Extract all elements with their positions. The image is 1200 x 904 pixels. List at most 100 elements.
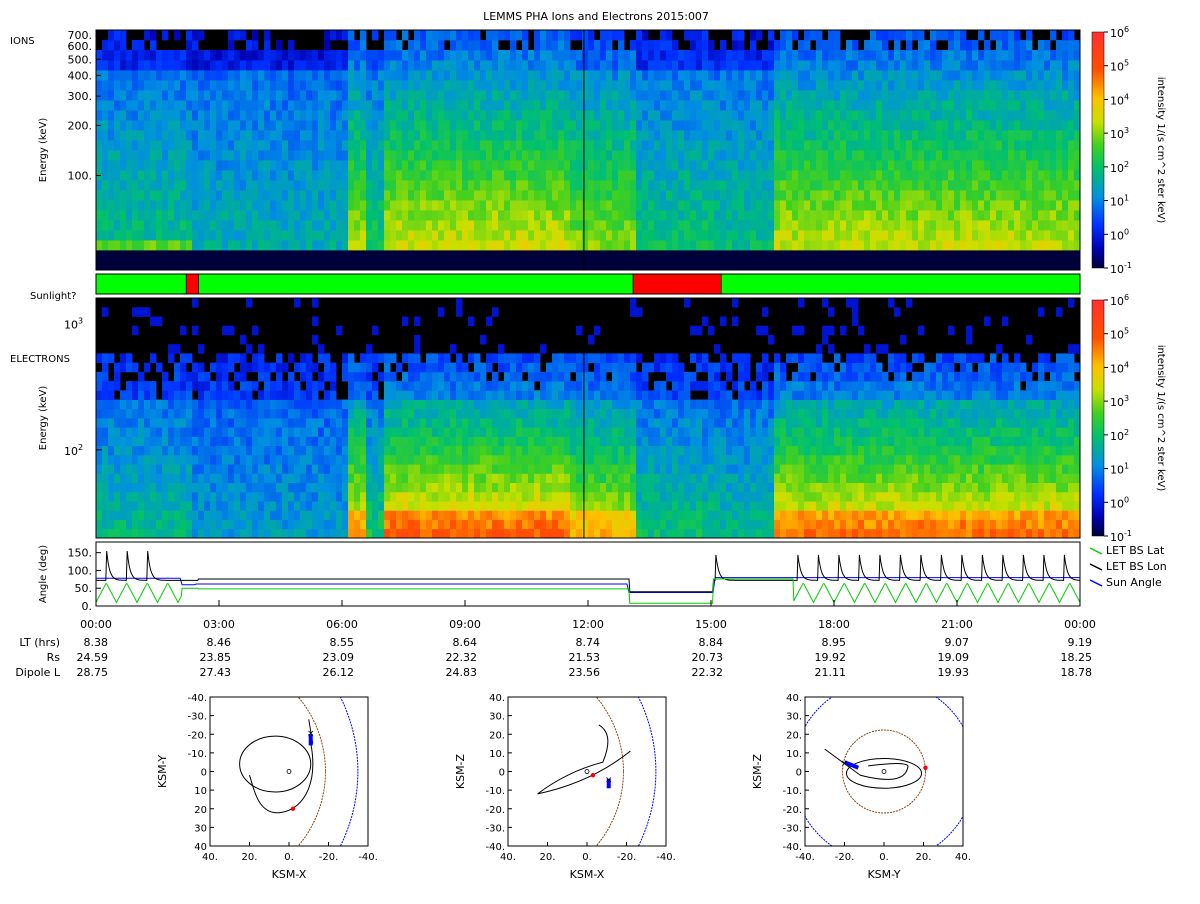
ion-cell [138,50,144,60]
ion-cell [924,100,930,110]
ion-cell [858,170,864,180]
electron-cell [144,529,150,539]
ion-cell [804,30,810,40]
electron-cell [444,464,450,474]
ion-cell [816,30,822,40]
ion-cell [252,110,258,120]
electron-cell [438,483,444,493]
ion-cell [108,170,114,180]
ion-cell [1062,100,1068,110]
ion-cell [648,40,654,50]
ion-cell [882,30,888,40]
ion-cell [330,90,336,100]
ion-cell [558,220,564,230]
ion-cell [696,250,702,260]
ion-cell [1056,50,1062,60]
ion-cell [906,70,912,80]
ion-cell [186,150,192,160]
ion-cell [528,220,534,230]
ion-cell [612,160,618,170]
ion-cell [840,50,846,60]
ion-cell [186,260,192,270]
electron-cell [108,455,114,465]
ion-cell [906,90,912,100]
electron-cell [300,363,306,373]
ion-cell [264,240,270,250]
ion-cell [822,90,828,100]
electron-cell [132,520,138,530]
ion-cell [264,100,270,110]
ion-cell [624,240,630,250]
electron-cell [390,353,396,363]
ion-cell [354,130,360,140]
ion-cell [726,170,732,180]
electron-cell [228,390,234,400]
ion-cell [156,230,162,240]
ion-cell [390,190,396,200]
ion-cell [768,60,774,70]
ion-cell [996,120,1002,130]
electron-cell [396,400,402,410]
ion-cell [150,90,156,100]
electron-cell [198,455,204,465]
ion-cell [858,190,864,200]
ion-cell [732,80,738,90]
ion-cell [810,240,816,250]
ion-cell [234,140,240,150]
ion-cell [744,100,750,110]
ion-cell [1068,160,1074,170]
ion-cell [786,30,792,40]
electron-cell [366,390,372,400]
ion-cell [654,160,660,170]
ion-cell [606,220,612,230]
ion-cell [1026,30,1032,40]
electron-cell [372,473,378,483]
ion-cell [492,120,498,130]
ion-cell [216,60,222,70]
electron-cell [102,427,108,437]
electron-cell [204,400,210,410]
ion-cell [468,80,474,90]
ion-cell [216,110,222,120]
ion-cell [960,170,966,180]
ion-cell [876,160,882,170]
ion-cell [918,250,924,260]
ion-cell [126,250,132,260]
electron-cell [162,400,168,410]
electron-cell [294,436,300,446]
ion-cell [936,150,942,160]
ion-cell [852,190,858,200]
electron-cell [126,529,132,539]
ion-cell [888,100,894,110]
ion-cell [504,170,510,180]
electron-cell [168,464,174,474]
ion-cell [120,260,126,270]
ion-cell [780,140,786,150]
ion-cell [258,80,264,90]
ion-cell [402,260,408,270]
ion-cell [534,150,540,160]
ion-cell [816,40,822,50]
electron-cell [120,464,126,474]
ion-cell [516,240,522,250]
ion-cell [582,170,588,180]
ion-cell [564,120,570,130]
ion-cell [732,220,738,230]
ion-cell [870,80,876,90]
electron-cell [390,409,396,419]
electron-cell [270,418,276,428]
electron-cell [324,418,330,428]
ion-cell [426,40,432,50]
electron-cell [150,529,156,539]
ion-cell [540,140,546,150]
ion-cell [720,170,726,180]
electron-cell [216,381,222,391]
ion-cell [858,60,864,70]
ion-cell [438,210,444,220]
electron-cell [354,381,360,391]
ion-cell [312,50,318,60]
ion-cell [798,230,804,240]
ion-cell [1074,190,1080,200]
electron-cell [264,520,270,530]
ion-cell [114,240,120,250]
